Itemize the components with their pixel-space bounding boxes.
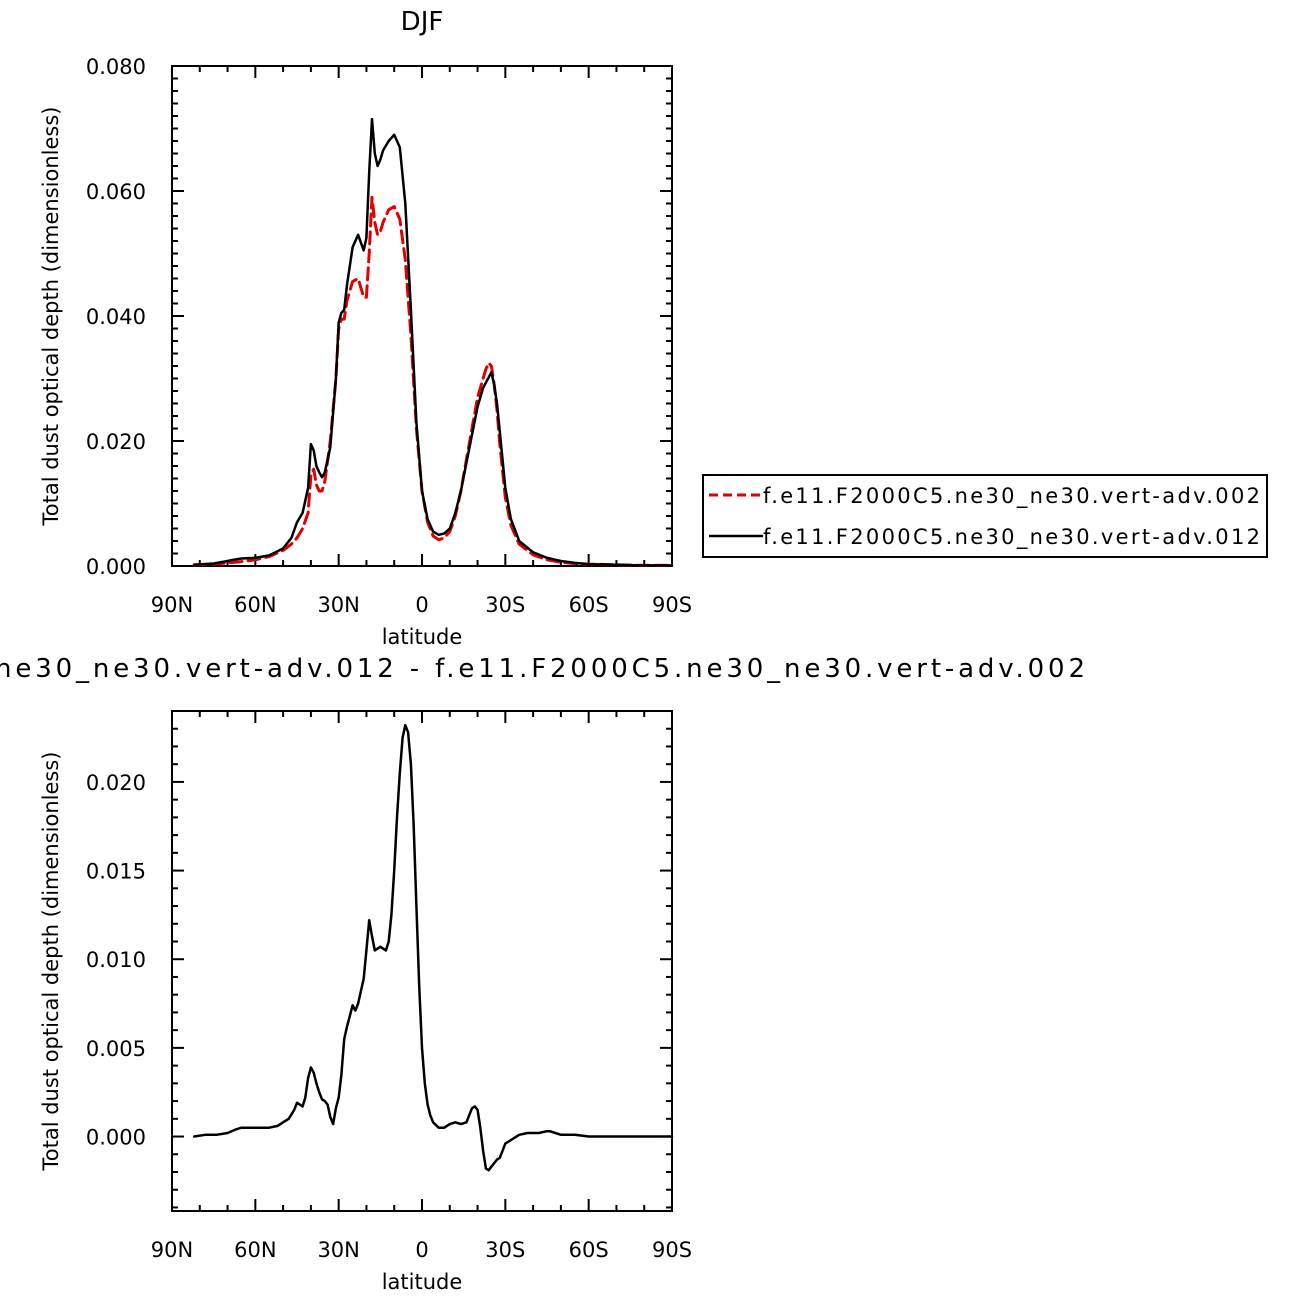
chart-title: DJF bbox=[401, 7, 444, 37]
series-line-1 bbox=[192, 723, 674, 1172]
chart-panel-2: ne30_ne30.vert-adv.012 - f.e11.F2000C5.n… bbox=[0, 654, 1085, 1294]
x-tick-label: 60N bbox=[234, 1238, 276, 1262]
y-tick-label: 0.040 bbox=[86, 305, 146, 329]
y-tick-label: 0.060 bbox=[86, 180, 146, 204]
x-tick-label: 90N bbox=[151, 593, 193, 617]
y-tick-label: 0.010 bbox=[86, 948, 146, 972]
x-tick-label: 90N bbox=[151, 1238, 193, 1262]
y-tick-label: 0.080 bbox=[86, 55, 146, 79]
y-tick-label: 0.000 bbox=[86, 555, 146, 579]
x-tick-label: 60S bbox=[569, 593, 609, 617]
legend-label: f.e11.F2000C5.ne30_ne30.vert-adv.002 bbox=[763, 484, 1260, 509]
x-tick-label: 30S bbox=[485, 593, 525, 617]
y-axis-label: Total dust optical depth (dimensionless) bbox=[39, 752, 63, 1172]
x-tick-label: 60S bbox=[569, 1238, 609, 1262]
x-tick-label: 30S bbox=[485, 1238, 525, 1262]
x-tick-label: 30N bbox=[317, 593, 359, 617]
x-tick-label: 90S bbox=[652, 593, 692, 617]
y-tick-label: 0.020 bbox=[86, 771, 146, 795]
chart-panel-1: DJF 90N 60N 30N 0 30S 60S 90S 0.000 0.020 0.040 0.0… bbox=[39, 7, 1268, 649]
x-axis-label: latitude bbox=[382, 625, 463, 649]
x-tick-label: 60N bbox=[234, 593, 276, 617]
y-tick-label: 0.020 bbox=[86, 430, 146, 454]
series-line-1 bbox=[192, 195, 674, 567]
y-tick-label: 0.005 bbox=[86, 1037, 146, 1061]
y-axis-label: Total dust optical depth (dimensionless) bbox=[39, 107, 63, 527]
x-tick-label: 30N bbox=[317, 1238, 359, 1262]
legend-box bbox=[702, 474, 1268, 558]
series-line-2 bbox=[192, 117, 674, 567]
x-tick-label: 0 bbox=[415, 593, 428, 617]
x-axis-label: latitude bbox=[382, 1270, 463, 1294]
y-tick-label: 0.015 bbox=[86, 860, 146, 884]
x-tick-label: 90S bbox=[652, 1238, 692, 1262]
legend-label: f.e11.F2000C5.ne30_ne30.vert-adv.012 bbox=[763, 525, 1260, 550]
legend: f.e11.F2000C5.ne30_ne30.vert-adv.002 f.e1… bbox=[702, 474, 1268, 558]
chart-title: ne30_ne30.vert-adv.012 - f.e11.F2000C5.n… bbox=[0, 654, 1085, 684]
y-tick-label: 0.000 bbox=[86, 1126, 146, 1150]
x-tick-label: 0 bbox=[415, 1238, 428, 1262]
